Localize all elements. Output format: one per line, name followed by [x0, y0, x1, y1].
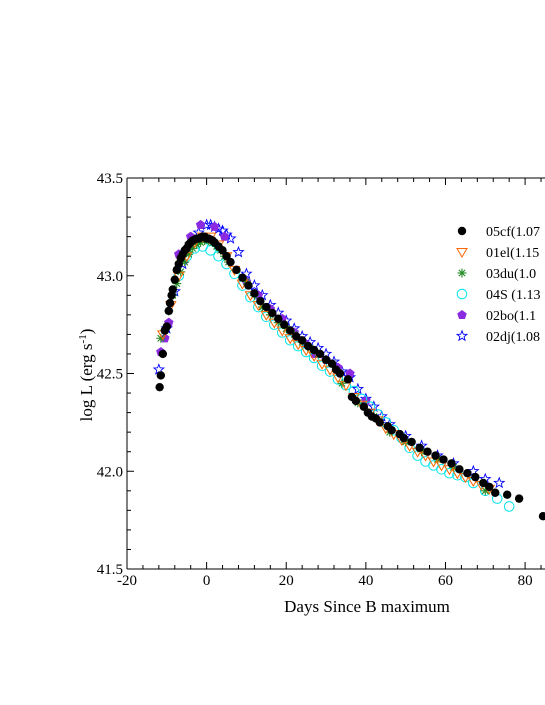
data-point [491, 488, 500, 497]
legend-marker [456, 288, 468, 300]
data-point [335, 369, 345, 378]
data-point [431, 451, 440, 460]
data-point [493, 476, 506, 489]
data-point [164, 306, 173, 316]
data-point [162, 322, 172, 331]
data-point [359, 402, 369, 411]
series-02dj-1-08 [152, 218, 506, 489]
data-point [455, 465, 464, 474]
data-point [309, 345, 319, 355]
y-axis-title-superscript: -1 [77, 334, 89, 343]
legend-marker [457, 268, 467, 278]
data-point [303, 341, 313, 351]
y-tick-label: 43.5 [97, 171, 123, 187]
data-point [423, 447, 432, 456]
y-tick-label: 43.0 [97, 269, 123, 285]
data-point [158, 349, 168, 359]
legend-marker [455, 329, 469, 342]
data-point [399, 433, 408, 443]
data-point [415, 443, 424, 452]
y-tick-label: 42.5 [97, 367, 123, 383]
data-point [503, 501, 515, 512]
data-point [222, 252, 231, 261]
y-axis-title-close: ) [77, 329, 96, 335]
data-point [343, 375, 353, 384]
data-point [168, 285, 177, 294]
x-tick-label: 80 [518, 573, 533, 589]
data-point [256, 296, 265, 306]
data-point [538, 512, 545, 521]
data-point [155, 382, 164, 392]
data-point [219, 231, 230, 241]
series-05cf-1-07 [155, 232, 545, 521]
data-point [195, 219, 206, 229]
data-point [232, 245, 245, 258]
x-tick-label: 20 [279, 573, 294, 589]
legend-label: 04S (1.13 [486, 288, 540, 303]
x-tick-label: 60 [438, 573, 453, 589]
legend-label: 02dj(1.08 [486, 330, 540, 345]
legend: 05cf(1.07 01el(1.15 03du(1.0 04S (1.13 02bo(… [455, 225, 540, 345]
data-point [407, 437, 416, 447]
legend-label: 03du(1.0 [486, 267, 536, 282]
data-point [321, 355, 331, 365]
data-point [297, 336, 307, 345]
legend-label: 05cf(1.07 [486, 225, 540, 240]
data-point [250, 289, 259, 298]
data-point [209, 221, 220, 231]
data-point [447, 459, 456, 468]
data-point [218, 246, 227, 255]
x-tick-label: 0 [203, 573, 211, 589]
data-point [240, 267, 253, 280]
data-point [226, 257, 235, 267]
y-tick-label: 42.0 [97, 464, 123, 480]
legend-marker [456, 248, 468, 258]
data-point [485, 482, 494, 492]
x-axis-title: Days Since B maximum [284, 597, 450, 616]
legend-marker [457, 310, 467, 320]
data-point [351, 396, 361, 406]
data-point [463, 469, 472, 478]
data-point [284, 334, 297, 345]
data-point [387, 425, 396, 435]
legend-label: 01el(1.15 [486, 246, 539, 261]
x-tick-label: 40 [358, 573, 373, 589]
data-point [274, 314, 283, 323]
y-axis-title: log L (erg s-1) [77, 329, 96, 422]
axes: -20 0 20 40 60 80 41.5 42.0 42.5 43.0 43.5 [97, 171, 545, 589]
data-point [315, 349, 325, 359]
data-point [232, 265, 241, 275]
data-point [268, 308, 277, 318]
data-point [156, 371, 166, 380]
data-point [280, 320, 289, 329]
data-point [351, 382, 365, 395]
y-axis-title-main: log L (erg s [77, 343, 96, 421]
x-tick-label: -20 [117, 573, 137, 589]
y-tick-label: 41.5 [97, 562, 123, 578]
plot-area [152, 218, 545, 521]
data-point [502, 490, 512, 499]
data-point [205, 245, 216, 256]
data-point [286, 326, 295, 335]
data-point [514, 494, 524, 503]
legend-marker [457, 226, 467, 236]
data-point [439, 455, 448, 464]
legend-label: 02bo(1.1 [486, 309, 536, 324]
data-point [165, 298, 175, 308]
data-point [291, 332, 301, 341]
data-point [260, 310, 273, 321]
data-point [471, 472, 480, 482]
data-point [170, 275, 179, 284]
data-point [327, 359, 337, 368]
data-point [262, 302, 271, 312]
data-point [238, 273, 247, 282]
data-point [244, 281, 253, 290]
data-point [375, 418, 384, 427]
data-point [479, 478, 488, 488]
